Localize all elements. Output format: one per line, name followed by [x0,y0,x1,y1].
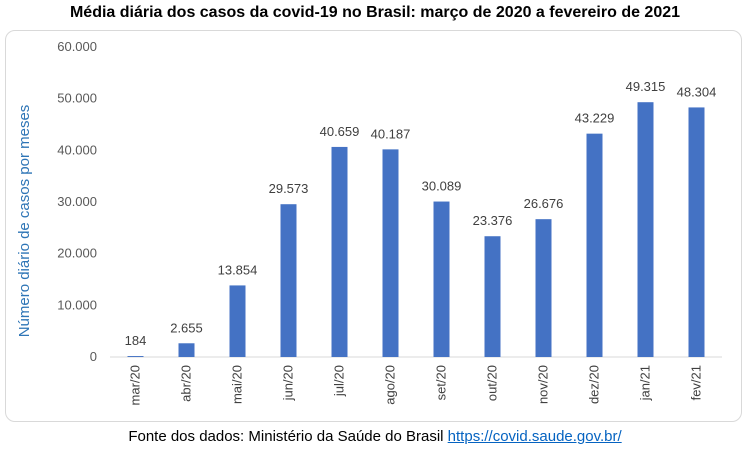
y-tick-label: 20.000 [57,246,97,261]
bar [127,356,144,357]
bars [127,102,705,357]
data-label: 49.315 [626,79,666,94]
y-axis-label: Número diário de casos por meses [16,105,33,338]
category-label: mar/20 [128,365,143,405]
bar [535,219,552,357]
category-label: ago/20 [383,365,398,405]
category-label: dez/20 [587,365,602,404]
y-tick-label: 60.000 [57,39,97,54]
data-labels: 184 2.655 13.854 29.573 40.659 40.187 30.089 23… [125,79,717,348]
data-label: 23.376 [473,213,513,228]
source-text: Fonte dos dados: Ministério da Saúde do … [128,428,444,445]
bar [178,343,195,357]
data-label: 2.655 [170,320,203,335]
bar [280,204,297,357]
y-tick-label: 10.000 [57,297,97,312]
bar [331,146,348,357]
data-label: 40.659 [320,124,360,139]
category-labels: mar/20 abr/20 mai/20 jun/20 jul/20 ago/20 set/… [128,365,704,405]
data-label: 13.854 [218,262,258,277]
category-label: mai/20 [230,365,245,404]
chart-frame [5,30,742,422]
bar [688,107,705,357]
category-label: set/20 [434,365,449,400]
category-label: jun/20 [281,365,296,401]
category-label: jan/21 [638,365,653,401]
bar [433,201,450,357]
category-label: fev/21 [689,365,704,400]
category-label: abr/20 [179,365,194,402]
bar [637,102,654,357]
data-label: 48.304 [677,84,717,99]
bar [229,285,246,357]
data-label: 26.676 [524,196,564,211]
source-link[interactable]: https://covid.saude.gov.br/ [447,428,622,445]
y-tick-label: 40.000 [57,142,97,157]
bar [484,236,501,357]
y-tick-label: 0 [90,349,97,364]
bar-chart: 0 10.000 20.000 30.000 40.000 50.000 60.000 18… [16,39,722,405]
data-label: 29.573 [269,181,309,196]
category-label: jul/20 [332,365,347,397]
data-label: 43.229 [575,111,615,126]
y-tick-label: 30.000 [57,194,97,209]
y-axis-ticks: 0 10.000 20.000 30.000 40.000 50.000 60.000 [57,39,97,364]
data-label: 40.187 [371,126,411,141]
y-tick-label: 50.000 [57,91,97,106]
category-label: out/20 [485,365,500,401]
category-label: nov/20 [536,365,551,404]
bar [382,149,399,357]
data-label: 30.089 [422,179,462,194]
bar [586,133,603,357]
data-label: 184 [125,333,147,348]
source-line: Fonte dos dados: Ministério da Saúde do … [0,428,750,445]
chart-title: Média diária dos casos da covid-19 no Br… [69,4,681,21]
